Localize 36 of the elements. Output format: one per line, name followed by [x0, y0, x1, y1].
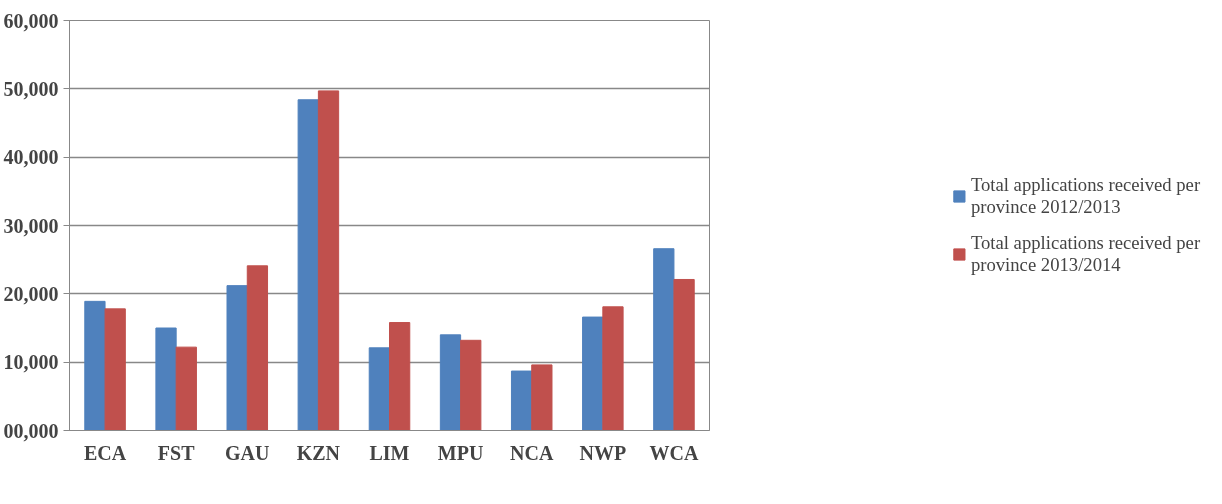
bar [297, 99, 319, 431]
bar [460, 339, 482, 431]
bar [246, 265, 269, 431]
x-tick-label: NCA [510, 441, 554, 464]
legend-label: Total applications received per province 2013/2014 [970, 232, 1201, 276]
bar [673, 278, 695, 431]
legend-label: Total applications received per province 2012/2013 [970, 174, 1201, 218]
x-tick-label: KZN [296, 441, 341, 464]
x-tick-label: ECA [83, 441, 127, 464]
bar [155, 327, 177, 431]
bar [226, 285, 248, 431]
bar [439, 334, 462, 431]
bar [582, 316, 604, 431]
bar [368, 347, 390, 431]
y-tick-label: 50,000 [3, 77, 59, 100]
y-tick-label: 40,000 [3, 146, 59, 169]
y-tick-label: 20,000 [3, 282, 59, 305]
x-tick-label: FST [157, 441, 196, 464]
x-tick-label: MPU [437, 441, 484, 464]
bar [317, 90, 340, 431]
y-tick-label: 60,000 [3, 9, 59, 32]
x-tick-label: NWP [579, 441, 627, 464]
y-tick-label: 00,000 [3, 419, 59, 442]
bar [389, 322, 411, 431]
bar [531, 364, 553, 431]
y-tick-label: 30,000 [3, 214, 59, 237]
bar [104, 308, 126, 431]
x-tick-label: GAU [225, 441, 270, 464]
bar [510, 370, 533, 431]
bar [653, 248, 675, 431]
y-tick-label: 10,000 [3, 351, 59, 374]
bar [175, 346, 197, 431]
bar [602, 306, 624, 431]
x-tick-label: LIM [369, 441, 410, 464]
bar [84, 300, 106, 431]
x-tick-label: WCA [649, 441, 699, 464]
